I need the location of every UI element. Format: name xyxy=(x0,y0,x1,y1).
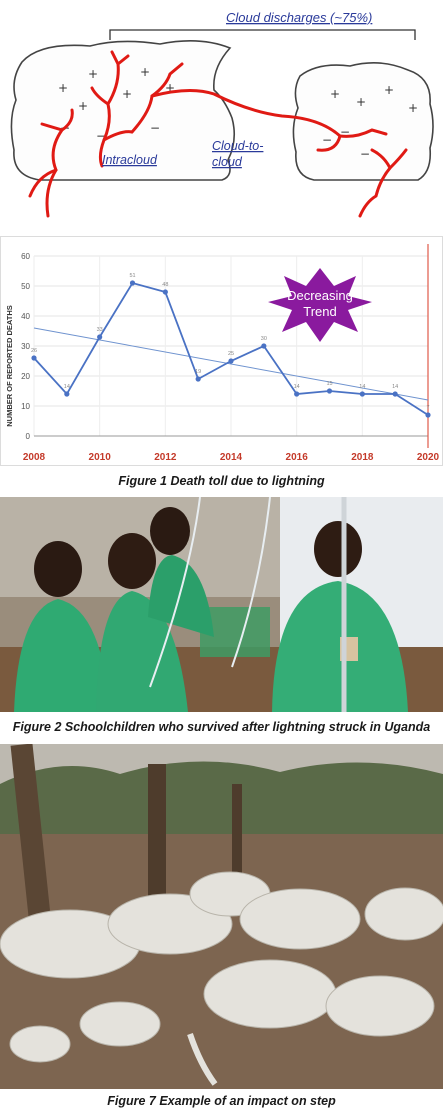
cloud-discharge-diagram: + + + + + + − − − + + + + − − − Cloud discharges (… xyxy=(0,0,443,222)
svg-text:+: + xyxy=(88,67,98,81)
tick-layer: 0 10 20 30 40 50 60 2008 2010 2012 2014 2016 2018 202… xyxy=(21,252,439,463)
figure1-caption: Figure 1 Death toll due to lightning xyxy=(118,474,325,488)
data-point xyxy=(425,412,431,418)
trend-annotation-line2: Trend xyxy=(303,304,336,319)
data-label: 33 xyxy=(97,327,103,333)
cloud-to-cloud-label-line2: cloud xyxy=(212,155,243,169)
svg-text:−: − xyxy=(96,129,106,143)
decreasing-trend-annotation: Decreasing Trend xyxy=(268,268,372,342)
y-tick-label: 0 xyxy=(26,432,31,441)
cloud-to-cloud-label-line1: Cloud-to- xyxy=(212,139,263,153)
y-tick-label: 40 xyxy=(21,312,30,321)
svg-text:+: + xyxy=(356,95,366,109)
x-tick-label: 2014 xyxy=(220,452,243,463)
trend-layer xyxy=(33,327,429,401)
data-point xyxy=(64,391,70,397)
chart-frame xyxy=(0,236,443,466)
data-point xyxy=(195,376,201,382)
data-point xyxy=(392,391,398,397)
y-tick-label: 20 xyxy=(21,372,30,381)
trend-annotation-line1: Decreasing xyxy=(287,288,353,303)
data-point xyxy=(261,343,267,349)
svg-text:+: + xyxy=(330,87,340,101)
svg-text:+: + xyxy=(384,83,394,97)
livestock-impact-photo xyxy=(0,743,443,1089)
data-point xyxy=(294,391,300,397)
data-point xyxy=(228,358,234,364)
data-point xyxy=(359,391,365,397)
data-point xyxy=(97,334,103,340)
svg-text:+: + xyxy=(165,81,175,95)
data-label: 14 xyxy=(359,384,365,390)
data-label: 48 xyxy=(162,282,168,288)
cloud-diagram-svg: ++ + ++ + −−− +++ +−− − Cloud discharges (… xyxy=(10,10,434,218)
svg-text:−: − xyxy=(322,133,332,147)
animal-carcasses xyxy=(0,871,443,1063)
data-point xyxy=(129,280,136,286)
livestock-impact-photo-svg xyxy=(0,743,443,1089)
data-label: 26 xyxy=(31,348,37,354)
y-axis-label: NUMBER OF REPORTED DEATHS xyxy=(5,305,14,427)
data-label: 19 xyxy=(195,369,201,375)
svg-text:+: + xyxy=(140,65,150,79)
svg-text:+: + xyxy=(122,87,132,101)
lightning-channels xyxy=(28,50,408,218)
data-label: 7 xyxy=(426,405,429,411)
data-label: 14 xyxy=(64,384,70,390)
children-figures xyxy=(14,507,408,712)
y-tick-label: 30 xyxy=(21,342,30,351)
data-label: 14 xyxy=(392,384,398,390)
schoolchildren-photo xyxy=(0,496,443,712)
data-point xyxy=(326,388,333,394)
figure2-caption: Figure 2 Schoolchildren who survived aft… xyxy=(12,720,431,734)
series-layer: 26 14 33 51 48 19 25 30 14 15 14 14 7 xyxy=(31,273,431,418)
left-cloud xyxy=(10,40,236,181)
data-label: 25 xyxy=(228,351,234,357)
label-bracket xyxy=(109,29,416,40)
x-tick-label: 2018 xyxy=(351,452,374,463)
x-tick-label: 2012 xyxy=(154,452,177,463)
intracloud-label: Intracloud xyxy=(102,153,158,167)
data-label: 51 xyxy=(129,273,135,279)
svg-text:−: − xyxy=(150,121,160,135)
x-tick-label: 2010 xyxy=(89,452,112,463)
y-tick-label: 60 xyxy=(21,252,30,261)
data-label: 14 xyxy=(294,384,300,390)
svg-text:−: − xyxy=(340,125,350,139)
schoolchildren-photo-svg xyxy=(0,496,443,712)
death-toll-chart: 26 14 33 51 48 19 25 30 14 15 14 14 7 0 10 20 30 40 50 60 2… xyxy=(0,236,443,466)
data-point xyxy=(31,355,37,361)
cloud-discharges-label: Cloud discharges (~75%) xyxy=(226,10,372,25)
data-point xyxy=(162,289,168,295)
x-tick-label: 2020 xyxy=(417,452,440,463)
trend-star xyxy=(268,268,372,342)
y-tick-label: 50 xyxy=(21,282,30,291)
x-tick-label: 2008 xyxy=(23,452,46,463)
figure7-caption: Figure 7 Example of an impact on step xyxy=(107,1094,336,1108)
chart-grid xyxy=(33,255,429,437)
death-toll-chart-svg: 26 14 33 51 48 19 25 30 14 15 14 14 7 0 10 20 30 40 50 60 2… xyxy=(0,236,443,466)
svg-text:+: + xyxy=(58,81,68,95)
svg-text:−: − xyxy=(360,147,370,161)
svg-text:+: + xyxy=(78,99,88,113)
data-label: 30 xyxy=(261,336,267,342)
y-tick-label: 10 xyxy=(21,402,30,411)
data-label: 15 xyxy=(326,381,332,387)
x-tick-label: 2016 xyxy=(286,452,309,463)
charge-signs: ++ + ++ + −−− +++ +−− − xyxy=(58,65,418,161)
svg-text:+: + xyxy=(408,101,418,115)
trend-line xyxy=(33,327,429,401)
